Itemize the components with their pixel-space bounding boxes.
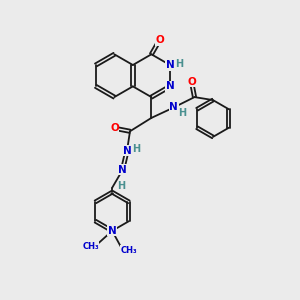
Text: CH₃: CH₃ (120, 246, 137, 255)
Text: N: N (118, 165, 127, 175)
Text: N: N (108, 226, 116, 236)
Text: O: O (187, 76, 196, 87)
Text: H: H (133, 144, 141, 154)
Text: N: N (123, 146, 131, 156)
Text: N: N (166, 60, 174, 70)
Text: H: H (117, 181, 125, 191)
Text: H: H (176, 58, 184, 68)
Text: O: O (110, 123, 119, 133)
Text: CH₃: CH₃ (82, 242, 99, 251)
Text: N: N (169, 103, 178, 112)
Text: N: N (166, 81, 174, 92)
Text: O: O (155, 35, 164, 45)
Text: H: H (178, 108, 186, 118)
